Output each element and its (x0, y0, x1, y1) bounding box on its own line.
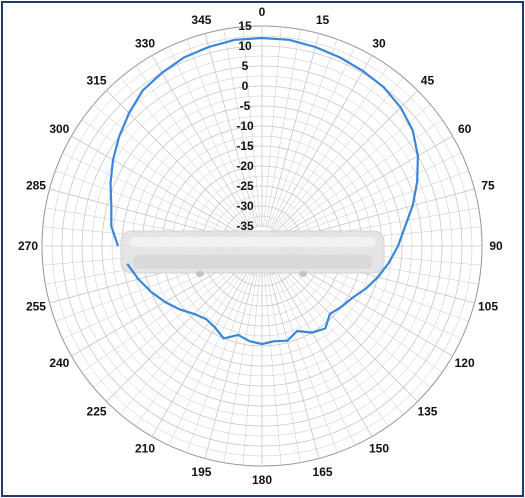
angle-tick-label: 270 (18, 239, 38, 253)
grid-spoke (151, 55, 253, 229)
grid-spoke (266, 33, 320, 227)
grid-spoke (135, 65, 251, 230)
grid-spoke (186, 39, 256, 228)
angle-tick-label: 15 (316, 13, 330, 27)
angle-tick-label: 75 (481, 178, 495, 192)
grid-spoke (268, 264, 338, 453)
angle-tick-label: 90 (489, 239, 503, 253)
angle-tick-label: 285 (26, 178, 46, 192)
angle-tick-label: 315 (87, 74, 107, 88)
angle-tick-label: 180 (252, 473, 272, 487)
angle-tick-label: 195 (191, 465, 211, 479)
grid-spoke (168, 46, 254, 228)
angle-tick-label: 150 (369, 442, 389, 456)
grid-spoke (277, 258, 431, 388)
grid-spoke (93, 104, 247, 234)
angle-tick-label: 210 (135, 442, 155, 456)
grid-spoke (120, 77, 250, 231)
radial-tick-label: -5 (240, 99, 251, 113)
angle-tick-label: 120 (455, 356, 475, 370)
radial-tick-labels: 15 10 5 0 -5 -10 -15 -20 -25 -30 -35 (236, 19, 254, 233)
radial-tick-label: -10 (236, 119, 254, 133)
grid-spoke (274, 77, 404, 231)
grid-spoke (273, 262, 389, 427)
grid-spoke (106, 259, 249, 402)
grid-spoke (277, 104, 431, 234)
grid-spoke (71, 135, 245, 237)
radial-tick-label: -25 (236, 179, 254, 193)
angle-tick-label: 135 (417, 404, 437, 418)
grid-spoke (279, 135, 453, 237)
grid-spoke (271, 55, 373, 229)
angle-tick-labels: 0153045607590105120135150165180195210225… (18, 5, 503, 487)
grid-spoke (273, 65, 389, 230)
radial-tick-label: 10 (238, 39, 252, 53)
grid-spoke (278, 257, 443, 373)
angle-tick-label: 255 (26, 300, 46, 314)
grid-spoke (275, 259, 418, 402)
grid-spoke (266, 265, 320, 459)
angle-tick-label: 225 (87, 404, 107, 418)
angle-tick-label: 345 (191, 13, 211, 27)
radial-tick-label: -30 (236, 199, 254, 213)
grid-spoke (81, 257, 246, 373)
device-silhouette-icon (120, 230, 385, 277)
grid-spoke (280, 170, 469, 240)
angle-tick-label: 45 (421, 74, 435, 88)
grid-spoke (81, 119, 246, 235)
angle-tick-label: 0 (259, 5, 266, 19)
grid-spoke (275, 90, 418, 233)
grid-spoke (223, 265, 259, 463)
angle-tick-label: 240 (49, 356, 69, 370)
grid-spoke (280, 152, 462, 238)
angle-tick-label: 300 (49, 122, 69, 136)
grid-spoke (186, 264, 256, 453)
grid-spoke (204, 33, 258, 227)
grid-spoke (274, 261, 404, 415)
grid-spoke (242, 265, 261, 466)
series-line (109, 36, 419, 346)
grid-spoke (263, 265, 282, 466)
radial-tick-label: -15 (236, 139, 254, 153)
series-layer (109, 36, 419, 346)
radial-tick-label: 15 (238, 19, 252, 33)
angle-tick-label: 165 (313, 465, 333, 479)
radial-tick-label: -20 (236, 159, 254, 173)
grid-spoke (223, 29, 259, 227)
grid-spoke (55, 170, 244, 240)
grid-spoke (106, 90, 249, 233)
device-body (120, 230, 385, 277)
grid-spoke (120, 261, 250, 415)
radial-tick-label: 5 (242, 59, 249, 73)
grid-spoke (270, 46, 356, 228)
grid-spoke (268, 39, 338, 228)
grid-spoke (271, 263, 373, 437)
angle-tick-label: 60 (458, 122, 472, 136)
grid-spoke (204, 265, 258, 459)
grid-spoke (270, 264, 356, 446)
grid-spoke (242, 26, 261, 227)
grid-spoke (265, 29, 301, 227)
angle-tick-label: 105 (478, 300, 498, 314)
angle-tick-label: 30 (372, 36, 386, 50)
grid-spoke (263, 26, 282, 227)
radial-tick-label: 0 (242, 79, 249, 93)
grid-spoke (151, 263, 253, 437)
grid-spoke (62, 152, 244, 238)
grid-spoke (265, 265, 301, 463)
grid-spoke (135, 262, 251, 427)
grid-spoke (168, 264, 254, 446)
radial-tick-label: -35 (236, 219, 254, 233)
grid-spoke (93, 258, 247, 388)
angle-tick-label: 330 (135, 36, 155, 50)
